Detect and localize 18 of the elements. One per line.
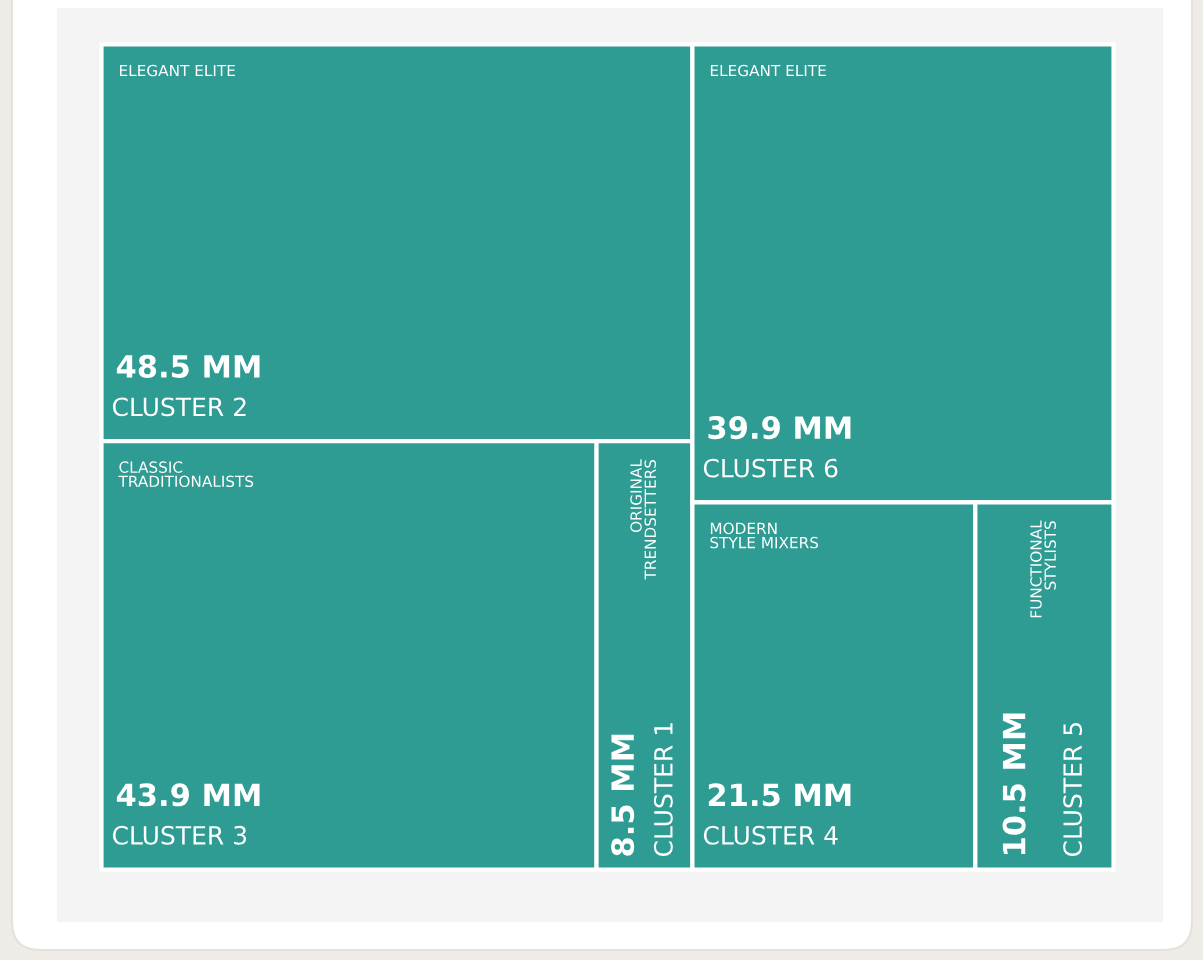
text: ELEGANT ELITE <box>710 64 826 77</box>
text: ELEGANT ELITE <box>120 64 235 77</box>
category-label: CLUSTER 3 <box>112 825 247 845</box>
text: CLASSIC TRADITIONALISTS <box>118 461 254 488</box>
category-label: CLUSTER 5 <box>1063 723 1083 857</box>
data-label: 10.5 MM <box>1002 713 1026 855</box>
data-label: 43.9 MM <box>116 783 260 807</box>
category-label: CLUSTER 4 <box>703 825 838 845</box>
text: ORIGINAL TRENDSETTERS <box>630 459 657 580</box>
category-label: CLUSTER 2 <box>112 397 246 417</box>
text: MODERN STYLE MIXERS <box>710 522 819 549</box>
category-label: CLUSTER 6 <box>703 458 838 478</box>
data-label: 8.5 MM <box>611 734 635 856</box>
text: FUNCTIONAL STYLISTS <box>1030 520 1056 618</box>
category-label: CLUSTER 1 <box>653 723 673 857</box>
data-label: 39.9 MM <box>708 416 851 440</box>
data-label: 48.5 MM <box>116 354 260 378</box>
data-label: 21.5 MM <box>708 783 851 807</box>
